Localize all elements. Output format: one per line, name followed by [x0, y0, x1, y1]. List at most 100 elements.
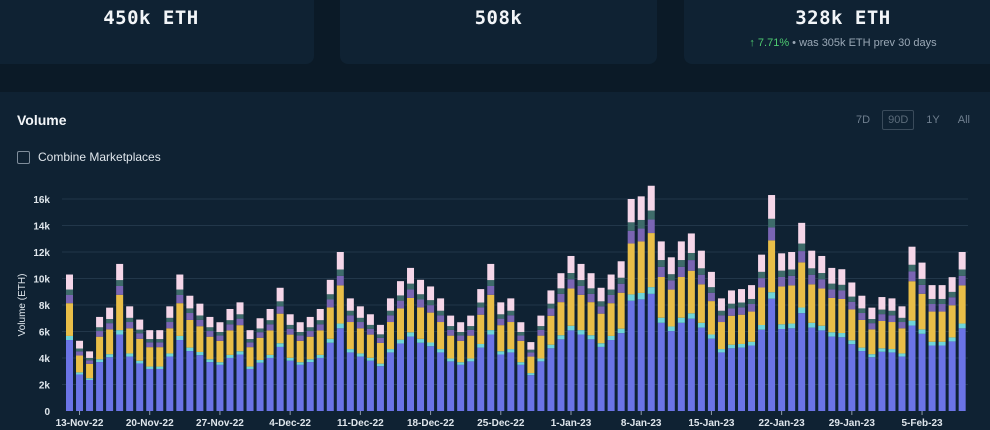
bar-segment [146, 347, 154, 367]
bar-segment [76, 351, 84, 356]
bar-segment [386, 322, 394, 350]
bar-segment [637, 292, 645, 300]
bar-segment [828, 332, 836, 337]
bar-segment [667, 289, 675, 327]
bar-segment [236, 318, 244, 326]
bar-segment [427, 312, 435, 343]
bar-segment [306, 359, 314, 363]
bar-segment [386, 298, 394, 311]
bar-segment [286, 328, 294, 335]
bar-segment [898, 306, 906, 318]
bar-segment [136, 363, 144, 411]
bar-segment [888, 298, 896, 311]
bar-segment [417, 299, 425, 308]
bar-segment [918, 278, 926, 285]
bar-segment [186, 308, 194, 314]
bar-segment [657, 266, 665, 278]
bar-segment [707, 287, 715, 293]
y-tick-label: 10k [33, 275, 50, 286]
bar-segment [647, 185, 655, 211]
bar-segment [717, 310, 725, 316]
bar-segment [908, 325, 916, 411]
x-tick-label: 1-Jan-23 [551, 418, 592, 429]
bar-segment [457, 335, 465, 341]
bar-segment [898, 317, 906, 323]
bar-segment [617, 292, 625, 329]
bar-segment [707, 301, 715, 335]
y-axis-label: Volume (ETH) [17, 274, 28, 337]
bar-segment [597, 287, 605, 302]
bar-segment [697, 327, 705, 411]
range-90d[interactable]: 90D [882, 110, 915, 130]
bar-segment [196, 351, 204, 356]
bar-segment [497, 354, 505, 411]
bar-segment [126, 322, 134, 329]
bar-segment [346, 322, 354, 350]
bar-segment [607, 289, 615, 295]
bar-segment [186, 347, 194, 352]
bar-segment [326, 299, 334, 308]
bar-segment [96, 336, 104, 360]
bar-segment [76, 374, 84, 411]
x-tick-label: 11-Dec-22 [337, 418, 384, 429]
y-tick-label: 8k [39, 301, 51, 312]
bar-segment [386, 349, 394, 353]
bar-segment [236, 302, 244, 315]
bar-segment [316, 330, 324, 355]
bar-segment [487, 334, 495, 411]
bar-segment [396, 281, 404, 296]
bar-segment [587, 293, 595, 303]
bar-segment [66, 340, 73, 411]
stat-value-1: 450k ETH [103, 7, 199, 29]
bar-segment [246, 347, 254, 367]
combine-checkbox[interactable] [17, 150, 30, 164]
bar-segment [818, 288, 826, 326]
bar-segment [447, 335, 455, 359]
bar-segment [727, 308, 735, 316]
bar-segment [758, 325, 766, 330]
x-tick-label: 18-Dec-22 [407, 418, 455, 429]
bar-segment [748, 311, 756, 342]
bar-segment [727, 315, 735, 345]
bar-segment [647, 287, 655, 294]
bar-segment [697, 274, 705, 285]
bar-segment [346, 349, 354, 353]
range-all[interactable]: All [957, 114, 970, 126]
bar-segment [798, 262, 806, 308]
bar-segment [407, 336, 415, 411]
bar-segment [697, 284, 705, 323]
bar-segment [768, 240, 776, 293]
combine-marketplaces[interactable]: Combine Marketplaces [17, 150, 161, 164]
bar-segment [366, 328, 374, 335]
bar-segment [417, 294, 425, 300]
bar-segment [808, 268, 816, 275]
bar-segment [647, 293, 655, 411]
bar-segment [547, 315, 555, 345]
bar-segment [687, 313, 695, 319]
bar-segment [507, 315, 515, 323]
range-1y[interactable]: 1Y [926, 114, 940, 126]
bar-segment [417, 338, 425, 343]
range-7d[interactable]: 7D [856, 114, 871, 126]
bar-segment [567, 279, 575, 289]
bar-segment [407, 297, 415, 333]
bar-segment [336, 328, 344, 411]
bar-segment [196, 355, 204, 411]
bar-segment [918, 262, 926, 279]
bar-segment [457, 331, 465, 336]
change-note: • was 305k ETH prev 30 days [789, 37, 937, 49]
bar-segment [266, 330, 274, 355]
bar-segment [276, 306, 284, 314]
bar-segment [116, 280, 124, 286]
bar-segment [296, 335, 304, 341]
bar-segment [306, 327, 314, 332]
bar-segment [878, 351, 886, 411]
bar-segment [958, 252, 966, 270]
bar-segment [727, 290, 735, 304]
bar-segment [778, 286, 786, 325]
bar-segment [707, 334, 715, 339]
bar-segment [627, 243, 635, 295]
bar-segment [306, 336, 314, 360]
bar-segment [818, 279, 826, 289]
